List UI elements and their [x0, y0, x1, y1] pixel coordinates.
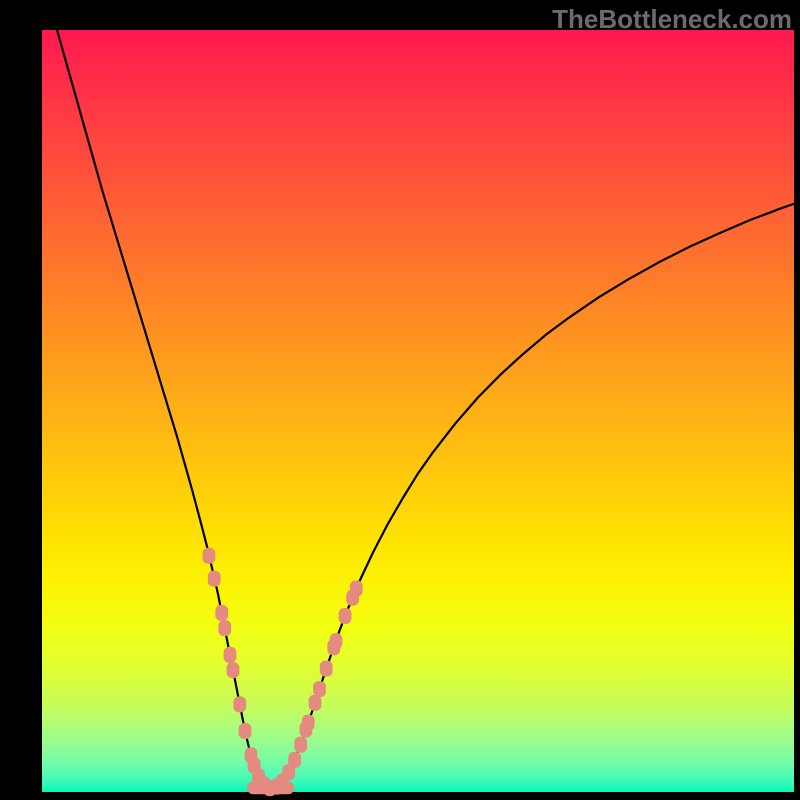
curve-marker: [215, 605, 228, 621]
curve-marker: [218, 620, 231, 636]
chart-svg: [0, 0, 800, 800]
curve-marker: [294, 737, 307, 753]
curve-marker: [203, 548, 216, 564]
curve-marker: [350, 581, 363, 597]
curve-marker: [288, 752, 301, 768]
curve-marker: [339, 608, 352, 624]
curve-marker: [233, 696, 246, 712]
curve-marker: [208, 571, 221, 587]
curve-marker: [302, 715, 315, 731]
chart-stage: TheBottleneck.com: [0, 0, 800, 800]
curve-marker: [309, 695, 322, 711]
watermark-label: TheBottleneck.com: [552, 4, 792, 35]
curve-marker: [320, 661, 333, 677]
curve-marker: [227, 662, 240, 678]
curve-marker: [224, 647, 237, 663]
curve-marker: [239, 723, 252, 739]
curve-marker: [330, 633, 343, 649]
curve-marker: [313, 681, 326, 697]
trough-marker: [247, 781, 294, 794]
plot-background: [42, 30, 794, 792]
